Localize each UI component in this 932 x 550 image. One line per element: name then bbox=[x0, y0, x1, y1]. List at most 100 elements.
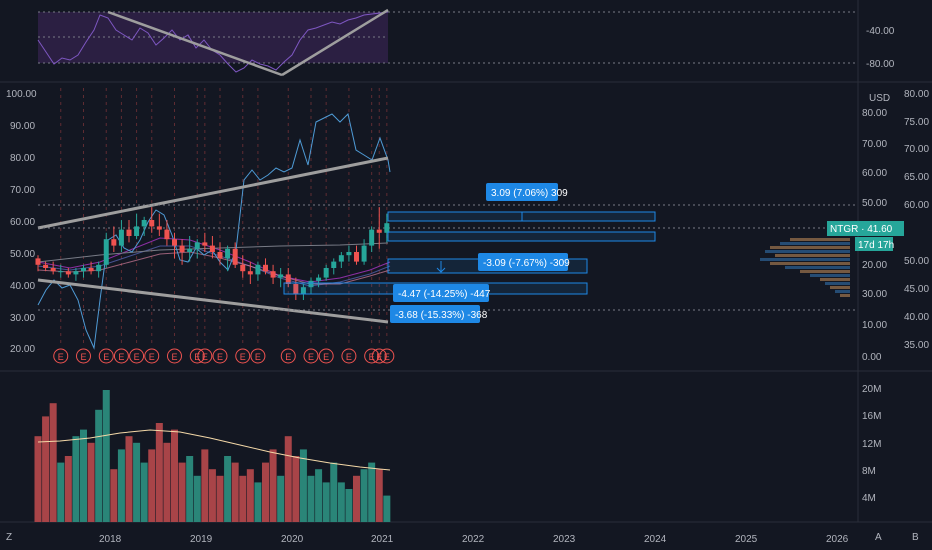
earnings-circle bbox=[144, 348, 160, 364]
earnings-marker[interactable]: E bbox=[113, 348, 129, 364]
oscillator-trendline-down[interactable] bbox=[107, 10, 283, 77]
oscillator-pane[interactable]: -40.00 -80.00 bbox=[37, 8, 895, 77]
time-axis[interactable]: 2018 2019 2020 2021 2022 2023 2024 2025 … bbox=[6, 532, 919, 545]
comparison-line bbox=[37, 113, 391, 350]
candle bbox=[43, 261, 49, 272]
candle-body bbox=[270, 271, 276, 278]
volume-bar bbox=[72, 436, 80, 522]
candle bbox=[149, 207, 155, 233]
scale-mode-button[interactable]: B bbox=[912, 532, 919, 543]
earnings-marker[interactable]: E bbox=[379, 348, 395, 364]
left-price-axis[interactable]: 100.00 90.00 80.00 70.00 60.00 50.00 40.… bbox=[6, 89, 37, 355]
lower-trendline[interactable] bbox=[37, 278, 389, 324]
candle-body bbox=[126, 229, 132, 236]
volume-bar bbox=[231, 462, 239, 522]
earnings-circle bbox=[341, 348, 357, 364]
candle bbox=[293, 277, 299, 300]
earnings-letter: E bbox=[81, 352, 87, 362]
earnings-marker[interactable]: E bbox=[98, 348, 114, 364]
earnings-circle bbox=[189, 348, 205, 364]
earnings-marker[interactable]: E bbox=[129, 348, 145, 364]
oscillator-trendline-up[interactable] bbox=[281, 8, 389, 77]
left-axis-label: 30.00 bbox=[10, 313, 35, 324]
earnings-marker[interactable]: E bbox=[250, 348, 266, 364]
candle bbox=[156, 213, 162, 236]
countdown: 17d 17h bbox=[858, 240, 894, 251]
earnings-marker[interactable]: E bbox=[167, 348, 182, 364]
earnings-circle bbox=[167, 348, 182, 364]
earnings-circle bbox=[250, 348, 266, 364]
candle bbox=[376, 207, 382, 249]
outer-axis-label: 65.00 bbox=[904, 172, 929, 183]
earnings-marker[interactable]: E bbox=[212, 348, 228, 364]
candle-body bbox=[278, 274, 284, 278]
right-outer-axis[interactable]: 80.00 75.00 70.00 65.00 60.00 50.00 45.0… bbox=[904, 89, 929, 351]
volume-bar bbox=[178, 462, 186, 522]
candle-body bbox=[202, 242, 208, 246]
candle bbox=[96, 261, 102, 278]
candle-body bbox=[255, 264, 261, 275]
candle-body bbox=[134, 226, 140, 236]
zoom-button[interactable]: Z bbox=[6, 532, 12, 543]
earnings-marker[interactable]: E bbox=[280, 348, 296, 364]
time-axis-label: 2025 bbox=[735, 534, 758, 545]
earnings-marker[interactable]: E bbox=[235, 348, 251, 364]
candle bbox=[369, 226, 375, 252]
candle bbox=[202, 232, 208, 252]
earnings-circle bbox=[371, 348, 387, 364]
time-axis-label: 2019 bbox=[190, 534, 213, 545]
earnings-marker[interactable]: E bbox=[364, 348, 380, 364]
earnings-marker[interactable]: E bbox=[189, 348, 205, 364]
price-pane[interactable]: 3.09 (7.06%) 309 -3.09 (-7.67%) -309 -4.… bbox=[6, 88, 929, 364]
earnings-letter: E bbox=[134, 352, 140, 362]
earnings-marker[interactable]: E bbox=[303, 348, 319, 364]
measure-label: 3.09 (7.06%) 309 bbox=[491, 188, 568, 199]
right-axis-label: 0.00 bbox=[862, 352, 882, 363]
earnings-marker[interactable]: E bbox=[53, 348, 69, 364]
candle-body bbox=[369, 229, 375, 246]
candle bbox=[194, 239, 200, 259]
measure-box[interactable] bbox=[387, 231, 656, 242]
left-axis-label: 50.00 bbox=[10, 249, 35, 260]
measure-label: -3.68 (-15.33%) -368 bbox=[395, 310, 488, 321]
candle bbox=[141, 216, 147, 236]
candle bbox=[255, 261, 261, 281]
candle-body bbox=[209, 245, 215, 252]
candle-body bbox=[156, 226, 162, 230]
candle bbox=[172, 232, 177, 259]
earnings-circle bbox=[76, 348, 91, 364]
earnings-marker[interactable]: E bbox=[144, 348, 160, 364]
earnings-circle bbox=[129, 348, 145, 364]
upper-trendline[interactable] bbox=[37, 156, 389, 230]
earnings-circle bbox=[53, 348, 69, 364]
earnings-marker[interactable]: E bbox=[341, 348, 357, 364]
earnings-circle bbox=[379, 348, 395, 364]
auto-scale-button[interactable]: A bbox=[875, 532, 882, 543]
candle-body bbox=[179, 245, 185, 252]
time-axis-label: 2023 bbox=[553, 534, 576, 545]
earnings-letter: E bbox=[255, 352, 261, 362]
candle bbox=[134, 213, 140, 240]
volume-axis-label: 16M bbox=[862, 411, 881, 422]
volume-bar bbox=[262, 462, 269, 522]
volume-bar bbox=[133, 442, 141, 522]
earnings-marker[interactable]: E bbox=[318, 348, 334, 364]
earnings-marker[interactable]: E bbox=[197, 348, 213, 364]
right-price-axis[interactable]: USD 80.00 70.00 60.00 50.00 30.00 10.00 … bbox=[862, 93, 890, 363]
candle bbox=[361, 239, 367, 265]
volume-bar bbox=[375, 469, 383, 522]
volume-pane[interactable]: 20M 16M 12M 8M 4M bbox=[34, 384, 882, 522]
candle-body bbox=[111, 239, 117, 246]
candle bbox=[225, 245, 231, 272]
candle bbox=[118, 220, 124, 252]
earnings-letter: E bbox=[194, 352, 200, 362]
earnings-marker[interactable]: E bbox=[371, 348, 387, 364]
earnings-marker[interactable]: E bbox=[76, 348, 91, 364]
candle bbox=[209, 236, 215, 259]
candle-body bbox=[323, 268, 329, 278]
earnings-circle bbox=[235, 348, 251, 364]
candle bbox=[50, 261, 56, 275]
candle-body bbox=[35, 258, 41, 265]
